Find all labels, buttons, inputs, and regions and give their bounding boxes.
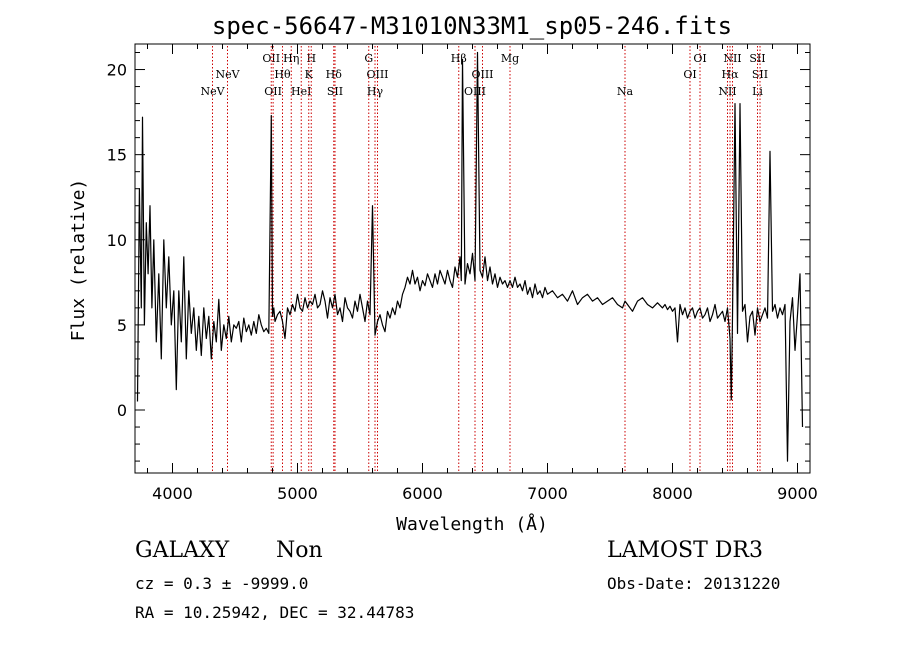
- y-tick-label: 0: [117, 401, 127, 420]
- spectral-line-markers: NeV NeV OII OII Hθ Hη HeI HK Hδ SII G OIII Hγ Hβ OIII O…: [200, 46, 768, 473]
- y-tick-label: 20: [107, 61, 127, 80]
- spectral-line-label: OI: [683, 68, 696, 81]
- chart-title: spec-56647-M31010N33M1_sp05-246.fits: [212, 12, 732, 40]
- spectral-line-label: SII: [327, 85, 343, 98]
- spectral-line-label: Na: [617, 85, 634, 98]
- spectral-line-label: Hθ: [274, 68, 291, 81]
- spectral-line-label: OII: [264, 85, 282, 98]
- survey-name: LAMOST DR3: [607, 538, 763, 563]
- spectral-line-label: K: [305, 68, 314, 81]
- y-axis-label: Flux (relative): [68, 179, 89, 342]
- x-tick-label: 4000: [152, 484, 193, 503]
- x-tick-label: 9000: [777, 484, 818, 503]
- spectral-line-label: SII: [749, 52, 765, 65]
- object-class: GALAXY: [135, 538, 230, 563]
- spectral-line-label: Hη: [283, 52, 299, 65]
- object-subclass: Non: [276, 538, 323, 563]
- spectral-line-label: H: [306, 52, 316, 65]
- spectral-line-label: NII: [723, 52, 741, 65]
- spectral-line-label: Hβ: [451, 52, 467, 65]
- spectral-line-label: NeV: [215, 68, 240, 81]
- observation-date: Obs-Date: 20131220: [607, 574, 781, 593]
- spectral-line-label: Hγ: [367, 85, 384, 98]
- y-tick-label: 15: [107, 146, 127, 165]
- spectral-line-label: Hδ: [326, 68, 343, 81]
- spectral-line-label: Li: [752, 85, 763, 98]
- spectral-line-label: Hα: [721, 68, 739, 81]
- y-tick-label: 10: [107, 231, 127, 250]
- redshift-text: cz = 0.3 ± -9999.0: [135, 574, 309, 593]
- x-tick-label: 7000: [527, 484, 568, 503]
- x-tick-label: 8000: [652, 484, 693, 503]
- spectral-line-label: NII: [718, 85, 736, 98]
- spectral-line-label: OIII: [464, 85, 486, 98]
- spectral-line-label: G: [364, 52, 373, 65]
- spectral-line-label: OI: [693, 52, 706, 65]
- spectral-line-label: OII: [262, 52, 280, 65]
- spectral-line-label: HeI: [291, 85, 311, 98]
- spectral-line-label: SII: [752, 68, 768, 81]
- spectral-line-label: Mg: [501, 52, 519, 65]
- spectral-line-label: OIII: [366, 68, 388, 81]
- x-tick-label: 6000: [402, 484, 443, 503]
- y-tick-label: 5: [117, 316, 127, 335]
- spectrum-series: [136, 51, 804, 462]
- coordinates-text: RA = 10.25942, DEC = 32.44783: [135, 603, 415, 622]
- axis-ticks: 4000 5000 6000 7000 8000 9000 0 5 10 15 20: [107, 44, 818, 503]
- x-tick-label: 5000: [277, 484, 318, 503]
- spectral-line-label: OIII: [471, 68, 493, 81]
- x-axis-label: Wavelength (Å): [396, 513, 548, 535]
- spectrum-line: [136, 51, 804, 462]
- spectral-line-label: NeV: [200, 85, 225, 98]
